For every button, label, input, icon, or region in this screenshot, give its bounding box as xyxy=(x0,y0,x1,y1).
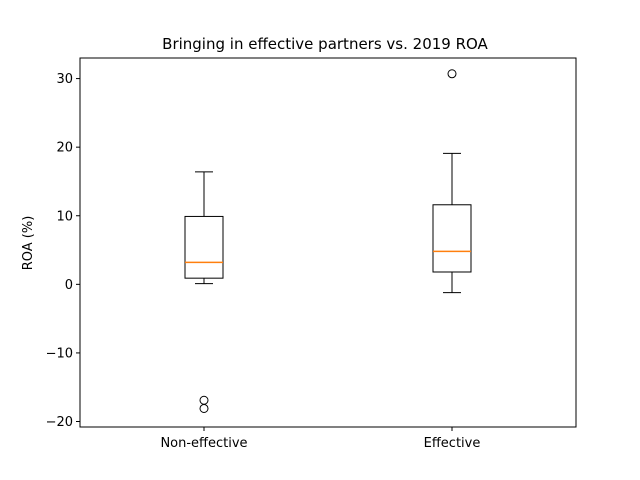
plot-frame xyxy=(79,57,577,428)
y-tick-label: 10 xyxy=(56,209,73,224)
chart-title: Bringing in effective partners vs. 2019 … xyxy=(162,35,488,53)
y-tick-label: −10 xyxy=(46,346,73,361)
x-tick-label: Effective xyxy=(424,436,481,451)
x-tick-label: Non-effective xyxy=(160,436,247,451)
y-tick-label: −20 xyxy=(46,415,73,430)
plot-area: −20 −10 0 10 20 30 Non-effective Effective xyxy=(46,57,577,451)
y-axis-label: ROA (%) xyxy=(21,216,36,271)
y-tick-label: 20 xyxy=(56,141,73,156)
outlier-point xyxy=(447,69,457,79)
interquartile-box xyxy=(184,215,224,279)
interquartile-box xyxy=(432,204,472,273)
outlier-point xyxy=(199,395,209,405)
y-tick-label: 0 xyxy=(65,278,73,293)
outlier-point xyxy=(199,403,209,413)
y-tick-label: 30 xyxy=(56,72,73,87)
